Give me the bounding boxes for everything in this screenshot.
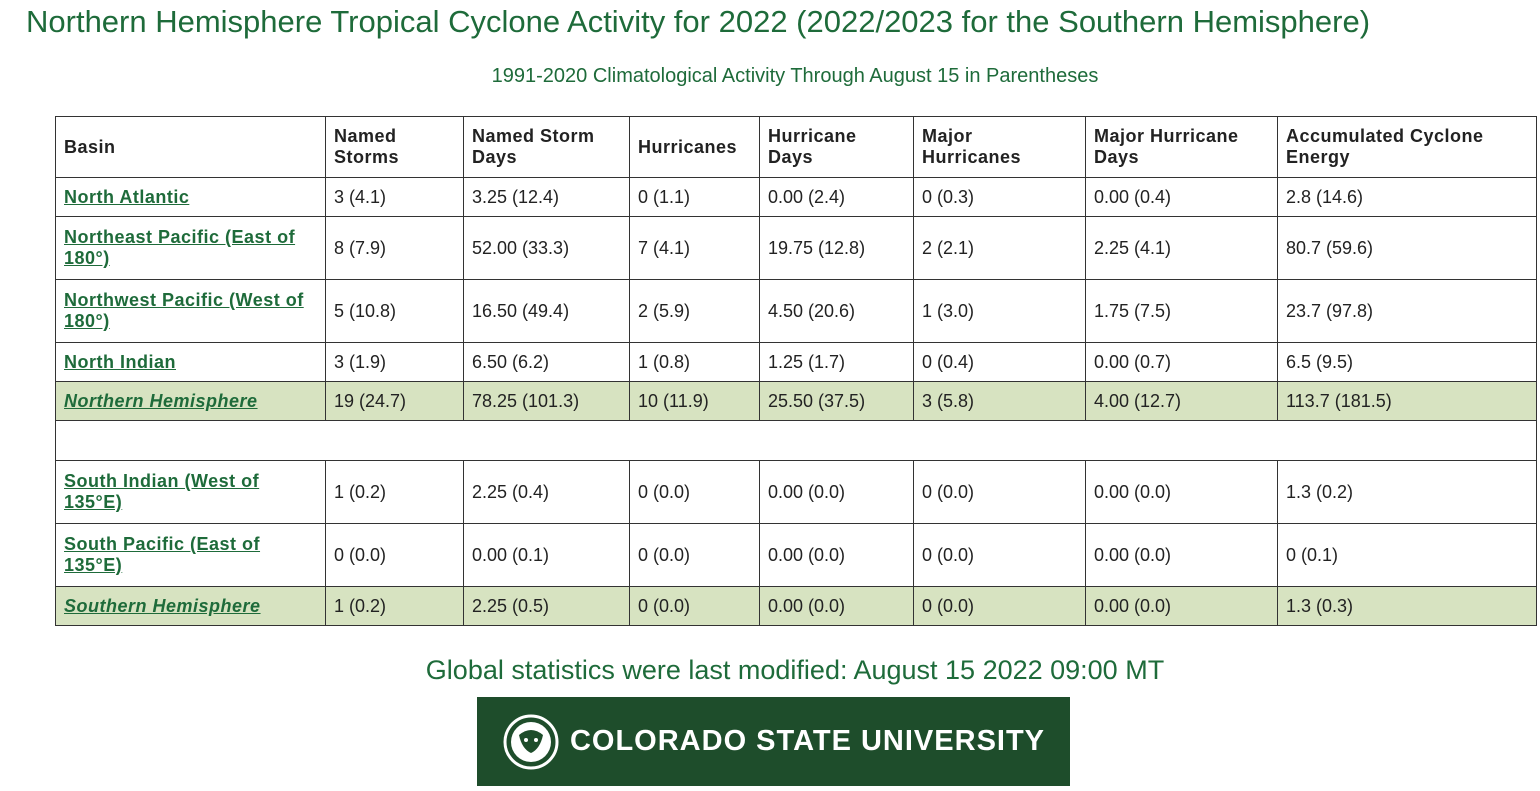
value-cell: 6.50 (6.2) (463, 342, 630, 382)
value-cell: 0 (0.0) (629, 586, 760, 626)
value-cell: 4.50 (20.6) (759, 279, 914, 343)
table-row: North Indian 3 (1.9) 6.50 (6.2) 1 (0.8) 1.25… (55, 342, 1537, 382)
basin-link[interactable]: Northwest Pacific (West of 180°) (64, 290, 304, 331)
page-title: Northern Hemisphere Tropical Cyclone Act… (26, 4, 1371, 39)
value-cell: 3 (4.1) (325, 177, 464, 217)
basin-cell: Southern Hemisphere (55, 586, 326, 626)
value-cell: 1 (0.8) (629, 342, 760, 382)
table-row: Southern Hemisphere 1 (0.2) 2.25 (0.5) 0 (0… (55, 586, 1537, 626)
table-row: North Atlantic 3 (4.1) 3.25 (12.4) 0 (1.1) 0… (55, 177, 1537, 217)
value-cell: 3.25 (12.4) (463, 177, 630, 217)
basin-cell: South Indian (West of 135°E) (55, 460, 326, 524)
column-header: Basin (55, 116, 326, 178)
value-cell: 0 (0.0) (913, 586, 1086, 626)
last-modified: Global statistics were last modified: Au… (425, 655, 1165, 685)
value-cell: 2.25 (4.1) (1085, 216, 1278, 280)
basin-link[interactable]: South Indian (West of 135°E) (64, 471, 260, 512)
value-cell: 0.00 (0.0) (759, 523, 914, 587)
value-cell: 0 (0.0) (913, 460, 1086, 524)
basin-link[interactable]: South Pacific (East of 135°E) (64, 534, 261, 575)
value-cell: 8 (7.9) (325, 216, 464, 280)
basin-cell: North Atlantic (55, 177, 326, 217)
value-cell: 0.00 (0.7) (1085, 342, 1278, 382)
spacer-row (55, 420, 1537, 461)
basin-cell: North Indian (55, 342, 326, 382)
value-cell: 2.8 (14.6) (1277, 177, 1537, 217)
value-cell: 5 (10.8) (325, 279, 464, 343)
column-header: Hurricane Days (759, 116, 914, 178)
table-row: South Pacific (East of 135°E) 0 (0.0) 0.00… (55, 523, 1537, 587)
value-cell: 0.00 (2.4) (759, 177, 914, 217)
value-cell: 0.00 (0.1) (463, 523, 630, 587)
value-cell: 78.25 (101.3) (463, 381, 630, 421)
value-cell: 0 (0.3) (913, 177, 1086, 217)
table-row: Northern Hemisphere 19 (24.7) 78.25 (101.3… (55, 381, 1537, 421)
value-cell: 0 (0.0) (629, 523, 760, 587)
value-cell: 6.5 (9.5) (1277, 342, 1537, 382)
value-cell: 10 (11.9) (629, 381, 760, 421)
basin-link[interactable]: Northeast Pacific (East of 180°) (64, 227, 296, 268)
value-cell: 3 (1.9) (325, 342, 464, 382)
basin-link[interactable]: Northern Hemisphere (64, 390, 258, 411)
value-cell: 0.00 (0.0) (1085, 586, 1278, 626)
value-cell: 80.7 (59.6) (1277, 216, 1537, 280)
basin-cell: Northeast Pacific (East of 180°) (55, 216, 326, 280)
value-cell: 19 (24.7) (325, 381, 464, 421)
column-header: Named Storm Days (463, 116, 630, 178)
value-cell: 52.00 (33.3) (463, 216, 630, 280)
activity-table: Basin Named Storms Named Storm Days Hurrica… (55, 116, 1537, 626)
value-cell: 0.00 (0.0) (1085, 523, 1278, 587)
value-cell: 23.7 (97.8) (1277, 279, 1537, 343)
value-cell: 7 (4.1) (629, 216, 760, 280)
value-cell: 1 (0.2) (325, 586, 464, 626)
value-cell: 3 (5.8) (913, 381, 1086, 421)
value-cell: 113.7 (181.5) (1277, 381, 1537, 421)
subtitle: 1991-2020 Climatological Activity Throug… (491, 65, 1099, 87)
value-cell: 16.50 (49.4) (463, 279, 630, 343)
spacer-cell (55, 420, 1537, 461)
value-cell: 0 (0.0) (913, 523, 1086, 587)
value-cell: 0 (0.0) (629, 460, 760, 524)
value-cell: 2 (5.9) (629, 279, 760, 343)
header-row: Basin Named Storms Named Storm Days Hurrica… (55, 116, 1537, 178)
column-header: Hurricanes (629, 116, 760, 178)
value-cell: 1.3 (0.2) (1277, 460, 1537, 524)
value-cell: 0.00 (0.4) (1085, 177, 1278, 217)
value-cell: 2.25 (0.5) (463, 586, 630, 626)
value-cell: 25.50 (37.5) (759, 381, 914, 421)
basin-cell: Northwest Pacific (West of 180°) (55, 279, 326, 343)
value-cell: 1 (0.2) (325, 460, 464, 524)
value-cell: 1 (3.0) (913, 279, 1086, 343)
basin-cell: South Pacific (East of 135°E) (55, 523, 326, 587)
basin-cell: Northern Hemisphere (55, 381, 326, 421)
value-cell: 4.00 (12.7) (1085, 381, 1278, 421)
value-cell: 0 (0.1) (1277, 523, 1537, 587)
table-row: Northeast Pacific (East of 180°) 8 (7.9) 5… (55, 216, 1537, 280)
value-cell: 1.25 (1.7) (759, 342, 914, 382)
table-row: South Indian (West of 135°E) 1 (0.2) 2.25 … (55, 460, 1537, 524)
value-cell: 0 (1.1) (629, 177, 760, 217)
value-cell: 1.75 (7.5) (1085, 279, 1278, 343)
logo-icon (503, 714, 559, 769)
value-cell: 0.00 (0.0) (759, 586, 914, 626)
value-cell: 19.75 (12.8) (759, 216, 914, 280)
value-cell: 0.00 (0.0) (759, 460, 914, 524)
basin-link[interactable]: Southern Hemisphere (64, 595, 261, 616)
basin-link[interactable]: North Atlantic (64, 186, 190, 207)
value-cell: 0 (0.4) (913, 342, 1086, 382)
column-header: Named Storms (325, 116, 464, 178)
column-header: Accumulated Cyclone Energy (1277, 116, 1537, 178)
column-header: Major Hurricane Days (1085, 116, 1278, 178)
column-header: Major Hurricanes (913, 116, 1086, 178)
table-row: Northwest Pacific (West of 180°) 5 (10.8)… (55, 279, 1537, 343)
value-cell: 1.3 (0.3) (1277, 586, 1537, 626)
value-cell: 0 (0.0) (325, 523, 464, 587)
value-cell: 0.00 (0.0) (1085, 460, 1278, 524)
basin-link[interactable]: North Indian (64, 351, 176, 372)
value-cell: 2.25 (0.4) (463, 460, 630, 524)
logo[interactable]: COLORADO STATE UNIVERSITY (477, 697, 1070, 786)
logo-text: COLORADO STATE UNIVERSITY (569, 725, 1046, 757)
value-cell: 2 (2.1) (913, 216, 1086, 280)
